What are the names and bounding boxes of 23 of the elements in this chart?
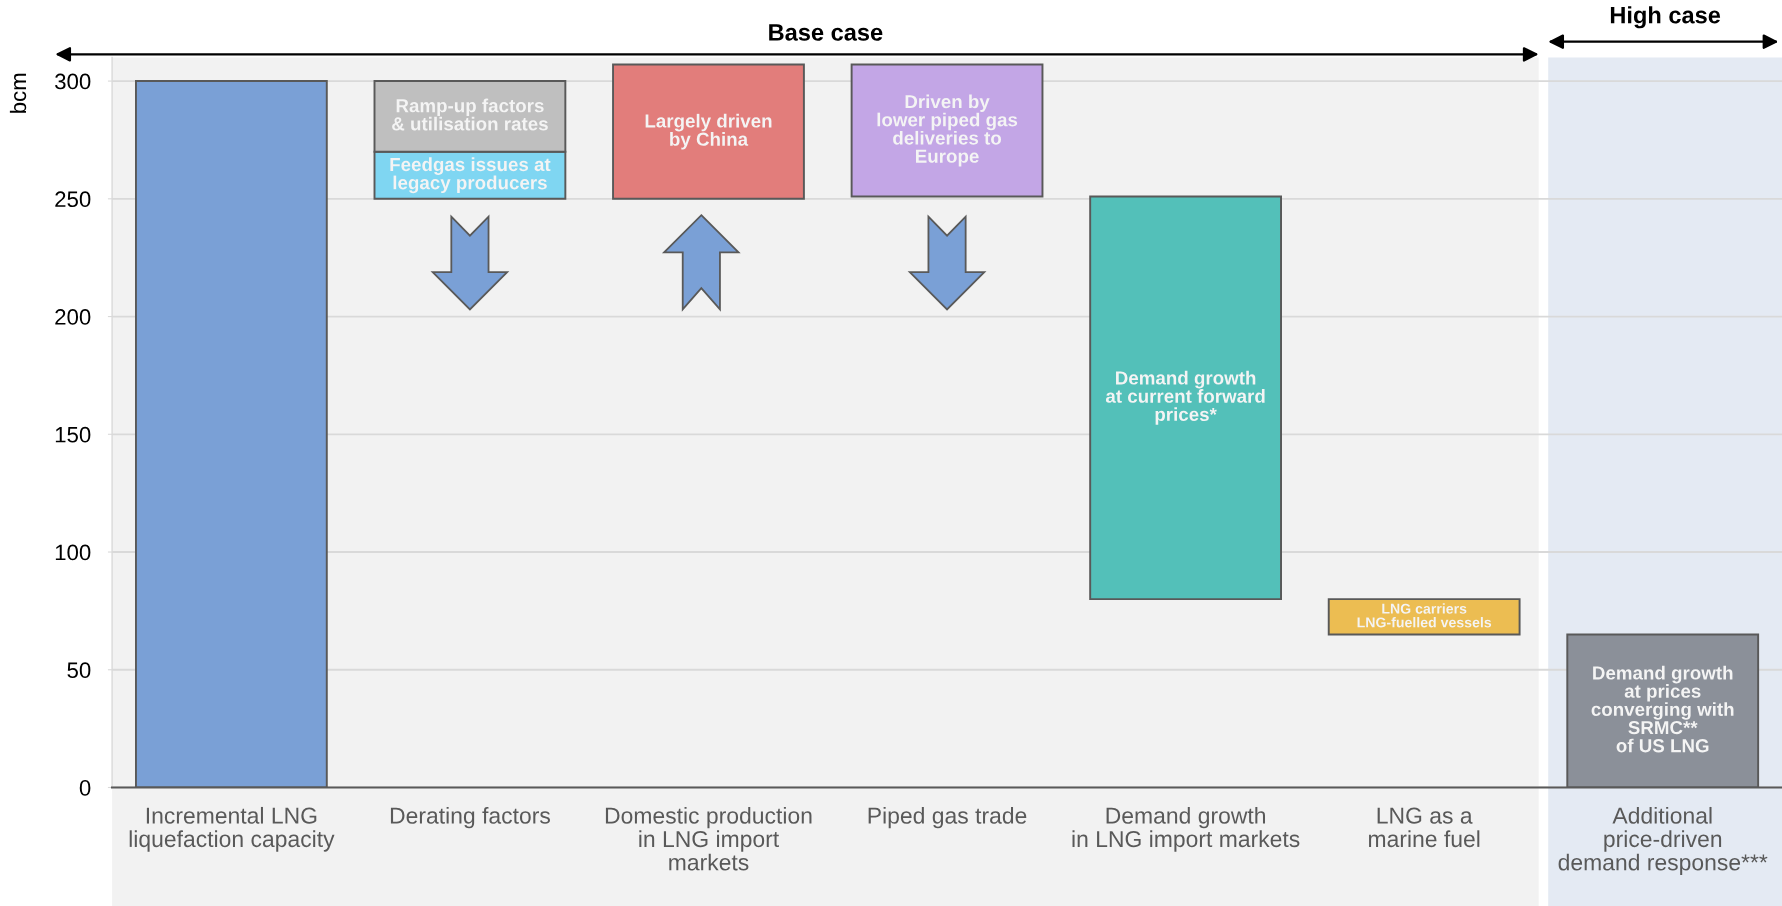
series-label: Largely driven by China (645, 113, 772, 150)
x-tick-label: Additional price-driven demand response*** (1558, 806, 1768, 876)
series-label: Demand growth at prices converging with SRMC** of US LNG (1591, 665, 1734, 753)
y-axis-title: bcm (9, 73, 27, 113)
band-label: High case (1610, 6, 1721, 29)
series-label: Demand growth at current forward prices* (1105, 370, 1265, 425)
y-tick-label: 250 (55, 191, 91, 208)
x-tick-label: Incremental LNG liquefaction capacity (129, 806, 335, 852)
series-label: Driven by lower piped gas deliveries to Europe (877, 94, 1018, 167)
band-label: Base case (769, 24, 883, 41)
x-tick-label: Domestic production in LNG import markets (605, 806, 812, 871)
y-tick-label: 0 (79, 780, 91, 796)
y-tick-label: 200 (55, 309, 91, 325)
y-tick-label: 150 (55, 426, 91, 443)
series-label: Feedgas issues at legacy producers (390, 157, 551, 194)
x-tick-label: Demand growth in LNG import markets (1072, 806, 1300, 852)
series-label: LNG carriers LNG-fuelled vessels (1357, 603, 1492, 628)
y-tick-label: 300 (55, 73, 91, 90)
y-tick-label: 50 (67, 662, 91, 679)
x-tick-label: Piped gas trade (868, 806, 1027, 829)
y-tick-label: 100 (55, 544, 91, 561)
x-tick-label: Derating factors (390, 806, 550, 829)
x-tick-label: LNG as a marine fuel (1369, 807, 1480, 848)
